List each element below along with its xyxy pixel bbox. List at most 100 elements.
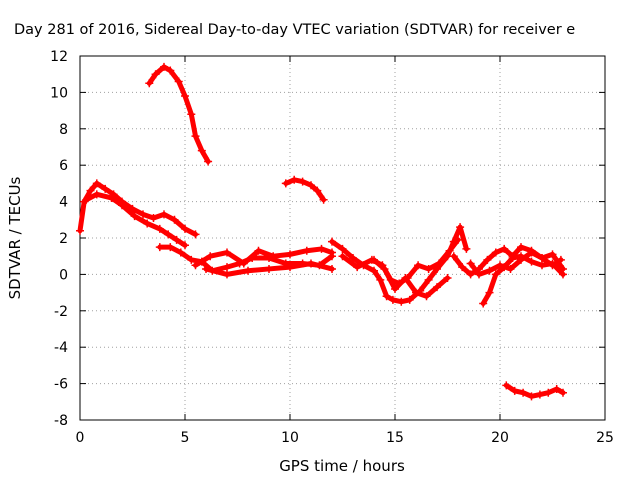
data-point <box>508 254 517 263</box>
data-point <box>290 175 299 184</box>
data-point <box>328 248 336 257</box>
data-point <box>204 157 213 166</box>
series-arc-mid <box>281 175 328 204</box>
data-point <box>479 299 488 308</box>
y-tick-label: 8 <box>59 122 68 138</box>
data-point <box>92 179 101 188</box>
data-point <box>510 386 519 395</box>
data-point <box>535 390 544 399</box>
y-tick-label: 4 <box>59 195 68 211</box>
grid <box>80 56 605 420</box>
series-layer <box>76 62 567 401</box>
data-point <box>397 297 406 306</box>
data-point <box>548 261 557 270</box>
data-point <box>166 66 175 75</box>
data-point <box>538 254 546 263</box>
data-point <box>181 241 189 250</box>
data-point <box>206 252 215 261</box>
data-point <box>164 230 173 239</box>
series-trace <box>468 250 564 277</box>
data-point <box>349 254 357 263</box>
data-point <box>491 270 500 279</box>
data-point <box>483 255 492 264</box>
series-trace <box>193 246 335 268</box>
data-point <box>328 264 336 273</box>
data-point <box>151 70 160 79</box>
data-point <box>443 274 452 283</box>
data-point <box>317 244 326 253</box>
data-point <box>181 92 189 101</box>
y-tick-label: 10 <box>50 85 68 101</box>
data-point <box>155 224 164 233</box>
data-point <box>92 190 101 199</box>
data-point <box>380 264 389 273</box>
series-band-d <box>191 244 336 270</box>
x-tick-label: 10 <box>281 430 299 446</box>
data-point <box>223 270 231 279</box>
y-tick-label: -2 <box>54 304 68 320</box>
y-tick-label: 6 <box>59 158 68 174</box>
data-point <box>338 244 347 253</box>
data-point <box>202 264 210 273</box>
x-tick-label: 5 <box>181 430 190 446</box>
data-point <box>286 250 294 259</box>
data-point <box>517 243 525 252</box>
x-tick-label: 0 <box>76 430 85 446</box>
plot-frame <box>79 55 606 421</box>
data-point <box>281 179 290 188</box>
data-point <box>160 210 168 219</box>
data-point <box>76 226 84 235</box>
series-trace <box>77 180 198 237</box>
data-point <box>370 266 378 275</box>
data-point <box>149 213 158 222</box>
data-point <box>181 224 189 233</box>
data-point <box>307 259 315 268</box>
series-band-b <box>82 190 189 250</box>
x-tick-label: 15 <box>386 430 404 446</box>
data-point <box>466 259 475 268</box>
data-point <box>191 230 200 239</box>
data-point <box>382 292 391 301</box>
data-point <box>155 243 164 252</box>
data-point <box>313 186 322 195</box>
data-point <box>456 223 465 232</box>
data-point <box>191 132 200 141</box>
data-point <box>172 235 181 244</box>
data-point <box>496 261 504 270</box>
data-point <box>254 246 263 255</box>
data-point <box>559 388 567 397</box>
data-point <box>191 261 200 270</box>
data-point <box>559 270 567 279</box>
data-point <box>160 62 168 71</box>
data-point <box>223 248 231 257</box>
y-tick-label: -6 <box>54 377 68 393</box>
data-point <box>527 257 536 266</box>
data-point <box>176 248 185 257</box>
x-tick-label: 20 <box>491 430 509 446</box>
data-point <box>433 283 441 292</box>
y-tick-label: 12 <box>50 49 68 65</box>
series-band-e <box>202 259 336 279</box>
y-tick-labels: -8 -6 -4 -2 0 2 4 6 8 10 12 <box>50 49 68 429</box>
data-point <box>485 266 494 275</box>
x-axis-label: GPS time / hours <box>279 457 405 475</box>
data-point <box>491 248 500 257</box>
data-point <box>414 261 423 270</box>
data-point <box>445 246 454 255</box>
data-point <box>101 184 110 193</box>
data-point <box>506 264 515 273</box>
data-point <box>544 388 553 397</box>
data-point <box>424 275 433 284</box>
data-point <box>86 186 95 195</box>
data-point <box>166 243 175 252</box>
data-point <box>424 264 433 273</box>
data-point <box>391 284 399 293</box>
data-point <box>170 215 179 224</box>
data-point <box>422 292 431 301</box>
data-point <box>244 266 252 275</box>
data-point <box>388 295 397 304</box>
data-point <box>538 261 546 270</box>
data-point <box>466 270 475 279</box>
chart-title: Day 281 of 2016, Sidereal Day-to-day VTE… <box>14 22 575 38</box>
